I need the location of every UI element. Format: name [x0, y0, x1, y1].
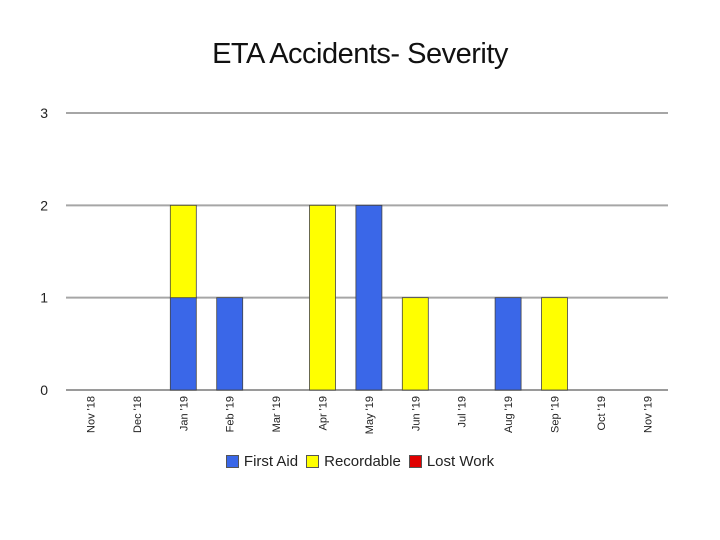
x-tick-label: Aug '19 — [503, 396, 515, 433]
y-axis-ticks: 0 1 2 3 — [40, 105, 48, 398]
chart-title: ETA Accidents- Severity — [212, 38, 508, 70]
x-tick-label: Jan '19 — [178, 396, 190, 431]
legend-label: Lost Work — [426, 453, 495, 470]
x-tick-label: Jul '19 — [457, 396, 469, 427]
bar-first-aid-2 — [169, 297, 197, 391]
bar-first-aid-3 — [216, 297, 244, 391]
x-tick-label: Apr '19 — [318, 396, 330, 431]
y-tick-label: 3 — [40, 105, 48, 121]
legend-item-lost-work: Lost Work — [408, 453, 495, 470]
bar-recordable-7 — [401, 297, 429, 391]
bar-recordable-5 — [309, 204, 336, 391]
x-tick-label: Mar '19 — [271, 396, 283, 432]
x-tick-label: Nov '18 — [86, 396, 98, 433]
legend-swatch — [408, 455, 422, 468]
x-tick-label: May '19 — [364, 396, 376, 434]
x-tick-label: Jun '19 — [410, 396, 422, 431]
legend: First Aid Recordable Lost Work — [0, 453, 720, 470]
x-tick-label: Feb '19 — [225, 396, 237, 432]
legend-item-first-aid: First Aid — [225, 453, 299, 470]
legend-swatch — [225, 455, 239, 468]
legend-swatch — [306, 455, 320, 468]
bar-first-aid-6 — [355, 204, 383, 391]
y-tick-label: 1 — [40, 290, 48, 306]
legend-item-recordable: Recordable — [306, 453, 401, 470]
bars — [169, 204, 568, 391]
x-axis-ticks: Nov '18 Dec '18 Jan '19 Feb '19 Mar '19 Apr '… — [86, 396, 655, 434]
bar-recordable-10 — [541, 297, 568, 391]
x-tick-label: Oct '19 — [596, 396, 608, 431]
x-tick-label: Nov '19 — [642, 396, 654, 433]
bar-first-aid-9 — [494, 297, 522, 391]
legend-label: First Aid — [243, 453, 299, 470]
x-tick-label: Sep '19 — [550, 396, 562, 433]
bar-recordable-2 — [169, 204, 197, 299]
y-tick-label: 0 — [40, 382, 48, 398]
legend-label: Recordable — [324, 453, 401, 470]
y-tick-label: 2 — [40, 197, 48, 213]
x-tick-label: Dec '18 — [132, 396, 144, 433]
